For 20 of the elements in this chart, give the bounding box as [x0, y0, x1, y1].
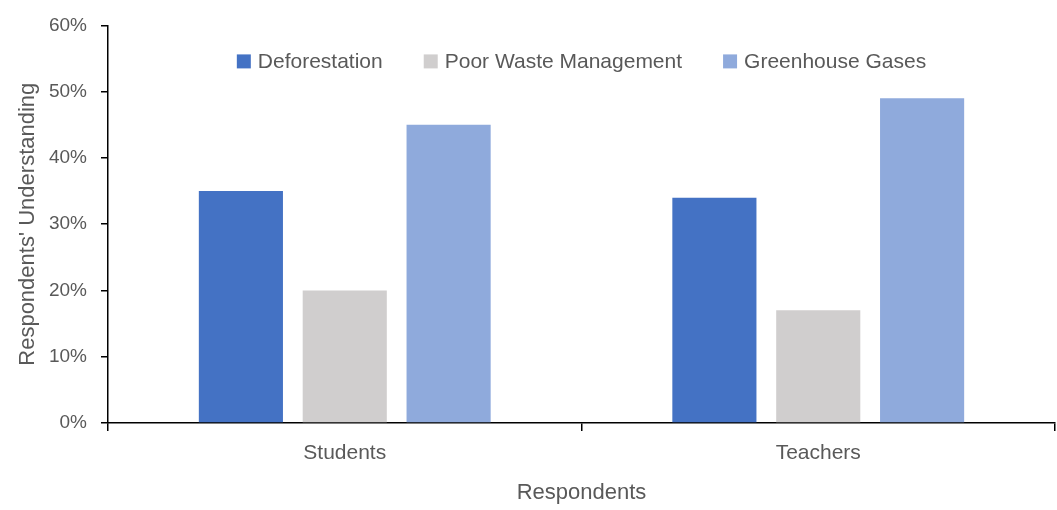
- legend-label: Deforestation: [257, 49, 383, 73]
- legend-label: Poor Waste Management: [444, 49, 683, 73]
- bar: [406, 124, 491, 423]
- bar: [198, 191, 283, 423]
- x-tick-label: Teachers: [775, 440, 861, 464]
- y-axis-title: Respondents' Understanding: [14, 82, 40, 366]
- bar: [880, 98, 965, 423]
- y-tick-label: 50%: [48, 79, 88, 101]
- bar: [672, 197, 757, 423]
- bar: [776, 310, 861, 423]
- bar: [302, 290, 387, 423]
- y-tick-label: 0%: [59, 411, 88, 433]
- legend-label: Greenhouse Gases: [744, 49, 927, 73]
- y-tick-label: 20%: [48, 278, 88, 300]
- y-tick-label: 60%: [48, 13, 88, 35]
- x-axis-title: Respondents: [516, 478, 647, 504]
- x-tick-label: Students: [303, 440, 387, 464]
- y-tick-label: 10%: [48, 344, 88, 366]
- y-tick-label: 30%: [48, 212, 88, 234]
- y-tick-label: 40%: [48, 146, 88, 168]
